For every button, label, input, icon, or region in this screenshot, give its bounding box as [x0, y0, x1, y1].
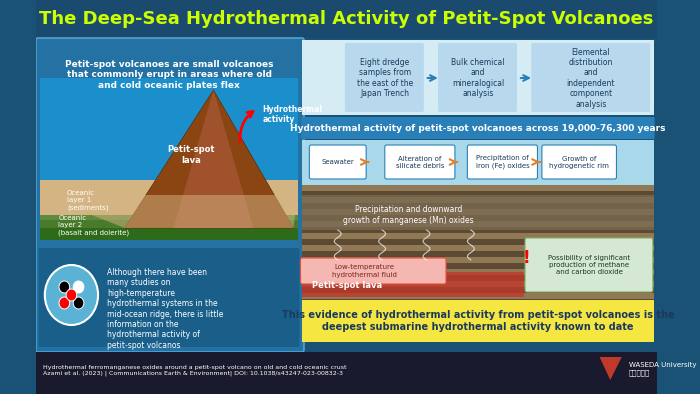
FancyBboxPatch shape: [525, 238, 653, 292]
FancyBboxPatch shape: [302, 269, 654, 275]
Text: Low-temperature
hydrothermal fluid: Low-temperature hydrothermal fluid: [332, 264, 397, 277]
Text: Petit-spot
lava: Petit-spot lava: [167, 145, 215, 165]
Polygon shape: [600, 357, 622, 380]
FancyBboxPatch shape: [302, 272, 524, 297]
FancyBboxPatch shape: [438, 43, 517, 112]
Text: Eight dredge
samples from
the east of the
Japan Trench: Eight dredge samples from the east of th…: [357, 58, 413, 98]
Text: !: !: [523, 249, 531, 267]
FancyBboxPatch shape: [302, 140, 654, 185]
Polygon shape: [41, 220, 298, 240]
Text: Precipitation and downward
growth of manganese (Mn) oxides: Precipitation and downward growth of man…: [344, 205, 474, 225]
Text: Bulk chemical
and
mineralogical
analysis: Bulk chemical and mineralogical analysis: [452, 58, 505, 98]
FancyBboxPatch shape: [36, 352, 657, 394]
FancyBboxPatch shape: [302, 300, 654, 342]
Text: Elemental
distribution
and
independent
component
analysis: Elemental distribution and independent c…: [566, 48, 615, 108]
Polygon shape: [41, 228, 298, 240]
FancyBboxPatch shape: [302, 305, 654, 311]
FancyBboxPatch shape: [302, 197, 654, 203]
Circle shape: [66, 289, 77, 301]
FancyBboxPatch shape: [302, 185, 654, 191]
Text: Growth of
hydrogenetic rim: Growth of hydrogenetic rim: [550, 156, 609, 169]
Text: Hydrothermal
activity: Hydrothermal activity: [262, 105, 322, 125]
FancyBboxPatch shape: [385, 145, 455, 179]
Text: Although there have been
many studies on
high-temperature
hydrothermal systems i: Although there have been many studies on…: [107, 268, 223, 350]
FancyBboxPatch shape: [302, 185, 654, 340]
Text: The Deep-Sea Hydrothermal Activity of Petit-Spot Volcanoes: The Deep-Sea Hydrothermal Activity of Pe…: [39, 10, 654, 28]
FancyBboxPatch shape: [468, 145, 538, 179]
Text: Alteration of
silicate debris: Alteration of silicate debris: [395, 156, 444, 169]
Polygon shape: [125, 90, 293, 228]
Circle shape: [59, 297, 70, 309]
Text: Possibility of significant
production of methane
and carbon dioxide: Possibility of significant production of…: [548, 255, 630, 275]
Text: Seawater: Seawater: [321, 159, 354, 165]
FancyBboxPatch shape: [309, 145, 366, 179]
Text: Petit-spot lava: Petit-spot lava: [312, 281, 382, 290]
FancyBboxPatch shape: [302, 281, 654, 287]
FancyBboxPatch shape: [36, 38, 304, 352]
FancyBboxPatch shape: [302, 257, 654, 263]
Polygon shape: [174, 90, 253, 228]
Polygon shape: [41, 215, 298, 233]
FancyBboxPatch shape: [300, 258, 446, 284]
FancyBboxPatch shape: [302, 221, 654, 227]
FancyBboxPatch shape: [302, 245, 654, 251]
FancyBboxPatch shape: [302, 209, 654, 215]
Circle shape: [45, 265, 98, 325]
Circle shape: [74, 297, 84, 309]
FancyBboxPatch shape: [302, 293, 654, 299]
FancyBboxPatch shape: [36, 0, 657, 38]
Circle shape: [74, 281, 84, 293]
FancyBboxPatch shape: [302, 195, 654, 230]
Circle shape: [59, 281, 70, 293]
Text: This evidence of hydrothermal activity from petit-spot volcanoes is the
deepest : This evidence of hydrothermal activity f…: [281, 310, 674, 332]
FancyBboxPatch shape: [302, 233, 654, 239]
Text: Oceanic
layer 2
(basalt and dolerite): Oceanic layer 2 (basalt and dolerite): [58, 215, 130, 236]
FancyBboxPatch shape: [38, 248, 300, 347]
FancyBboxPatch shape: [531, 43, 650, 112]
FancyBboxPatch shape: [345, 43, 424, 112]
Text: WASEDA University
早稲田大学: WASEDA University 早稲田大学: [629, 362, 696, 375]
Text: Precipitation of
iron (Fe) oxides: Precipitation of iron (Fe) oxides: [475, 155, 529, 169]
Text: Oceanic
layer 1
(sediments): Oceanic layer 1 (sediments): [67, 190, 108, 210]
Polygon shape: [41, 195, 298, 228]
Text: Hydrothermal activity of petit-spot volcanoes across 19,000-76,300 years: Hydrothermal activity of petit-spot volc…: [290, 123, 666, 132]
FancyBboxPatch shape: [542, 145, 617, 179]
FancyBboxPatch shape: [302, 40, 654, 115]
FancyBboxPatch shape: [301, 117, 654, 139]
Text: Petit-spot volcanoes are small volcanoes
that commonly erupt in areas where old
: Petit-spot volcanoes are small volcanoes…: [65, 60, 273, 90]
Text: Hydrothermal ferromanganese oxides around a petit-spot volcano on old and cold o: Hydrothermal ferromanganese oxides aroun…: [43, 365, 346, 376]
Polygon shape: [41, 180, 298, 233]
FancyBboxPatch shape: [41, 78, 298, 233]
